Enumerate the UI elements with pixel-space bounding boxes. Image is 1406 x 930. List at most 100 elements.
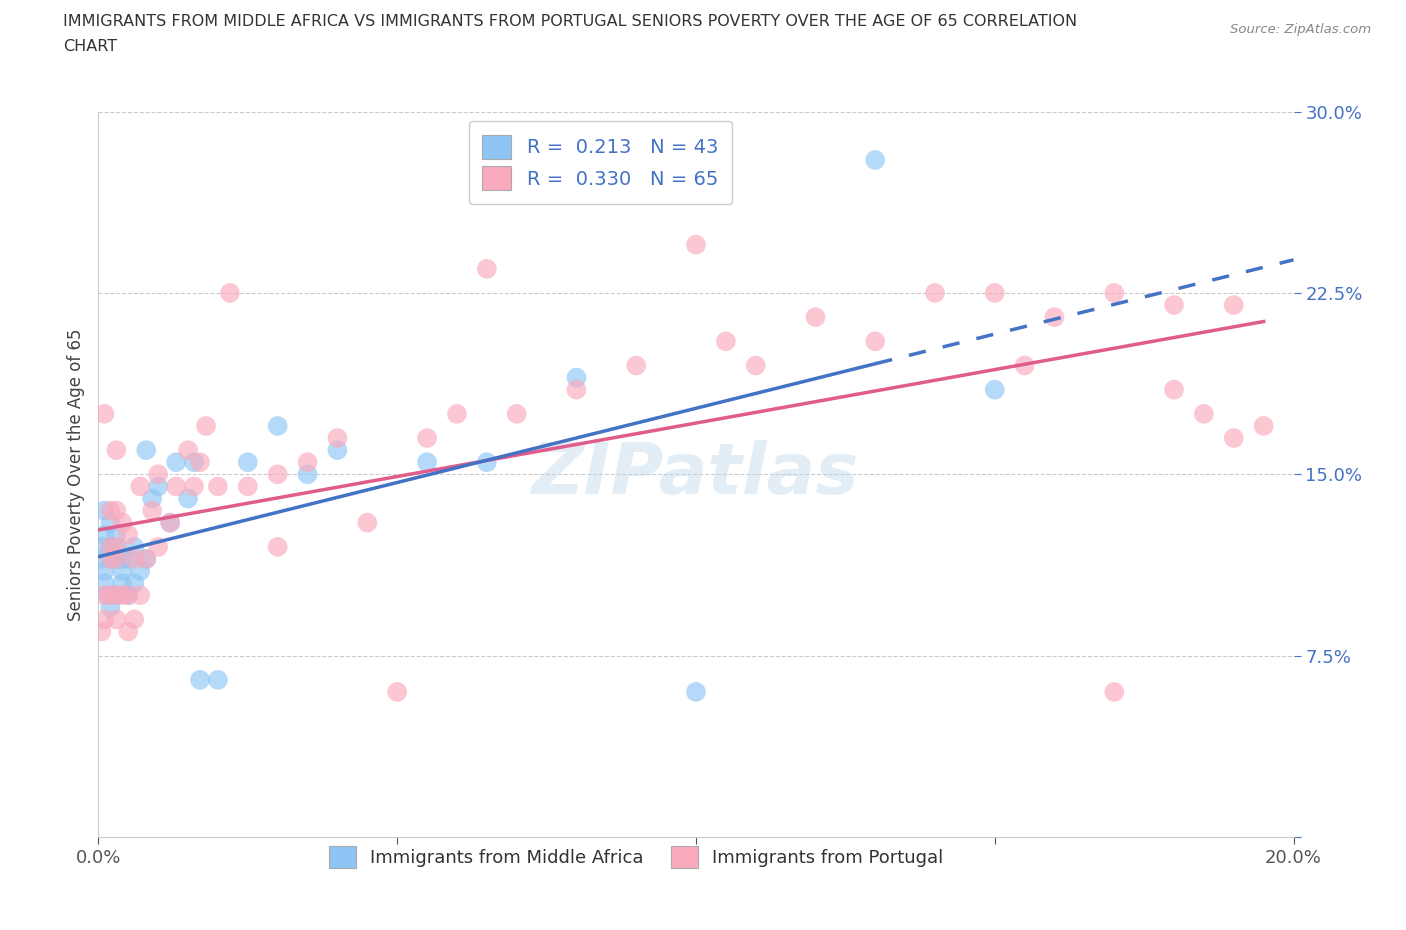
Point [93, 406, 115, 421]
Point [159, 515, 181, 530]
Text: ZIPatlas: ZIPatlas [533, 440, 859, 509]
Point [475, 455, 498, 470]
Point [475, 261, 498, 276]
Point [416, 455, 439, 470]
Point [124, 576, 146, 591]
Point [159, 515, 181, 530]
Point [565, 370, 588, 385]
Point [865, 334, 887, 349]
Point [565, 382, 588, 397]
Point [356, 515, 378, 530]
Point [117, 551, 139, 566]
Text: Source: ZipAtlas.com: Source: ZipAtlas.com [1230, 23, 1371, 36]
Point [124, 612, 146, 627]
Point [135, 551, 157, 566]
Point [124, 539, 146, 554]
Y-axis label: Seniors Poverty Over the Age of 65: Seniors Poverty Over the Age of 65 [66, 328, 84, 620]
Point [98, 551, 122, 566]
Point [111, 551, 134, 566]
Point [506, 406, 529, 421]
Point [105, 527, 128, 542]
Point [188, 672, 211, 687]
Legend: Immigrants from Middle Africa, Immigrants from Portugal: Immigrants from Middle Africa, Immigrant… [322, 839, 950, 875]
Point [165, 479, 187, 494]
Point [98, 588, 122, 603]
Point [745, 358, 768, 373]
Point [183, 479, 205, 494]
Point [105, 551, 128, 566]
Point [117, 588, 139, 603]
Point [326, 443, 349, 458]
Point [111, 576, 134, 591]
Point [93, 588, 115, 603]
Point [148, 467, 170, 482]
Point [93, 576, 115, 591]
Point [105, 539, 128, 554]
Point [416, 431, 439, 445]
Point [98, 551, 122, 566]
Point [98, 539, 122, 554]
Point [1104, 684, 1126, 699]
Point [1163, 298, 1185, 312]
Point [135, 443, 157, 458]
Point [626, 358, 648, 373]
Point [111, 588, 134, 603]
Point [984, 382, 1007, 397]
Point [183, 455, 205, 470]
Point [148, 539, 170, 554]
Point [105, 551, 128, 566]
Point [93, 503, 115, 518]
Point [236, 455, 259, 470]
Point [1192, 406, 1215, 421]
Point [195, 418, 218, 433]
Point [984, 286, 1007, 300]
Point [165, 455, 187, 470]
Point [129, 588, 152, 603]
Point [236, 479, 259, 494]
Point [105, 612, 128, 627]
Point [865, 153, 887, 167]
Point [1104, 286, 1126, 300]
Point [685, 684, 707, 699]
Text: IMMIGRANTS FROM MIDDLE AFRICA VS IMMIGRANTS FROM PORTUGAL SENIORS POVERTY OVER T: IMMIGRANTS FROM MIDDLE AFRICA VS IMMIGRA… [63, 14, 1077, 29]
Point [141, 491, 163, 506]
Point [105, 503, 128, 518]
Point [446, 406, 468, 421]
Point [1043, 310, 1066, 325]
Point [93, 612, 115, 627]
Point [105, 539, 128, 554]
Point [141, 503, 163, 518]
Point [98, 539, 122, 554]
Point [1253, 418, 1275, 433]
Point [98, 515, 122, 530]
Point [135, 551, 157, 566]
Point [93, 527, 115, 542]
Point [148, 479, 170, 494]
Point [207, 672, 229, 687]
Point [188, 455, 211, 470]
Point [117, 588, 139, 603]
Point [297, 467, 319, 482]
Point [129, 479, 152, 494]
Point [117, 527, 139, 542]
Point [91, 539, 114, 554]
Point [111, 564, 134, 578]
Point [177, 491, 200, 506]
Point [105, 443, 128, 458]
Point [267, 418, 290, 433]
Point [297, 455, 319, 470]
Point [267, 467, 290, 482]
Point [1163, 382, 1185, 397]
Text: CHART: CHART [63, 39, 117, 54]
Point [129, 564, 152, 578]
Point [98, 600, 122, 615]
Point [124, 551, 146, 566]
Point [714, 334, 737, 349]
Point [98, 503, 122, 518]
Point [105, 588, 128, 603]
Point [111, 515, 134, 530]
Point [96, 588, 118, 603]
Point [326, 431, 349, 445]
Point [207, 479, 229, 494]
Point [804, 310, 827, 325]
